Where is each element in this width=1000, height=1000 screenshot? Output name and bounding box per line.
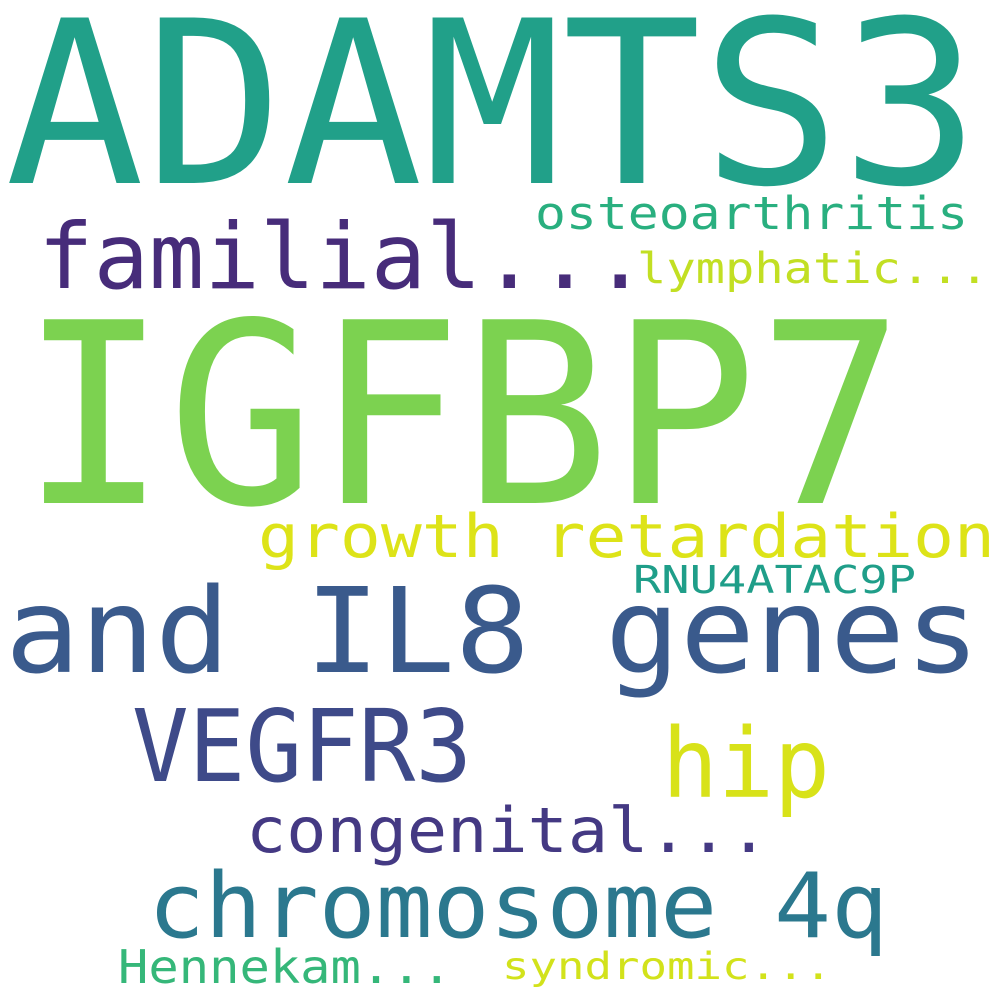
word-adamts3: ADAMTS3 xyxy=(5,0,980,237)
word-hennekam: Hennekam... xyxy=(118,940,452,994)
word-syndromic: syndromic... xyxy=(502,945,832,988)
word-congenital: congenital... xyxy=(246,794,769,867)
word-igfbp7: IGFBP7 xyxy=(20,270,905,563)
word-lymphatic: lymphatic... xyxy=(637,244,989,294)
word-growth-retardation: growth retardation xyxy=(258,502,995,572)
word-familial: familial... xyxy=(38,205,648,310)
word-rnu4atac9p: RNU4ATAC9P xyxy=(633,558,916,602)
word-osteoarthritis: osteoarthritis xyxy=(535,187,968,240)
word-chromosome-4q: chromosome 4q xyxy=(148,854,888,959)
word-and-il8-genes: and IL8 genes xyxy=(5,562,980,700)
word-vegfr3: VEGFR3 xyxy=(132,688,472,805)
word-hip: hip xyxy=(662,708,830,820)
